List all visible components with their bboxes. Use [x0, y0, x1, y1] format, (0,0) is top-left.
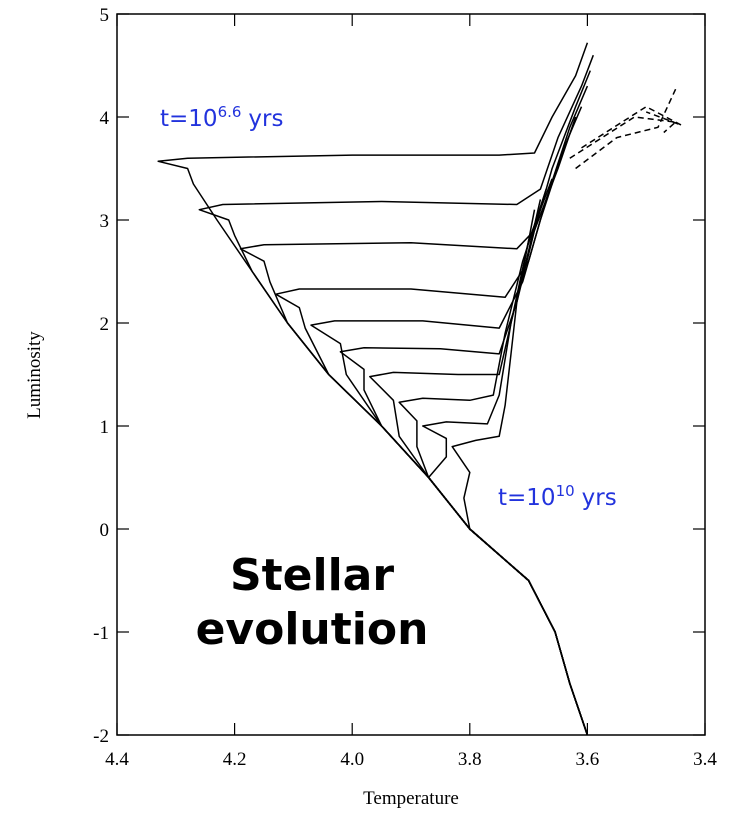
- annotation-sup: 6.6: [218, 103, 242, 121]
- annotation: t=106.6 yrs: [160, 103, 283, 132]
- y-tick-label: 2: [100, 314, 110, 335]
- isochrone: [575, 88, 677, 170]
- plot-frame: [116, 13, 706, 736]
- x-tick-label: 3.6: [576, 749, 600, 770]
- annotation-tail: yrs: [582, 485, 617, 511]
- y-tick-label: 0: [100, 520, 110, 541]
- annotation: Stellar: [230, 550, 394, 601]
- x-tick-label: 4.0: [340, 749, 364, 770]
- y-tick-label: -2: [93, 726, 109, 747]
- annotation-text: t=10: [160, 106, 218, 132]
- isochrone: [451, 209, 589, 736]
- isochrone: [422, 199, 589, 736]
- x-tick-label: 3.8: [458, 749, 482, 770]
- annotation: t=1010 yrs: [498, 482, 617, 511]
- y-tick-label: 5: [100, 5, 110, 26]
- isochrone: [569, 116, 677, 159]
- x-tick-label: 4.4: [105, 749, 129, 770]
- y-axis-label: Luminosity: [24, 331, 45, 419]
- x-axis-label: Temperature: [363, 788, 459, 809]
- isochrone: [581, 105, 683, 149]
- annotation-text: t=10: [498, 485, 556, 511]
- x-tick-label: 4.2: [223, 749, 247, 770]
- y-tick-label: -1: [93, 623, 109, 644]
- annotation: evolution: [196, 604, 429, 655]
- annotation-tail: yrs: [248, 106, 283, 132]
- y-tick-label: 4: [100, 108, 110, 129]
- y-tick-label: 3: [100, 211, 110, 232]
- y-tick-label: 1: [100, 417, 110, 438]
- x-tick-label: 3.4: [693, 749, 717, 770]
- annotation-sup: 10: [556, 482, 575, 500]
